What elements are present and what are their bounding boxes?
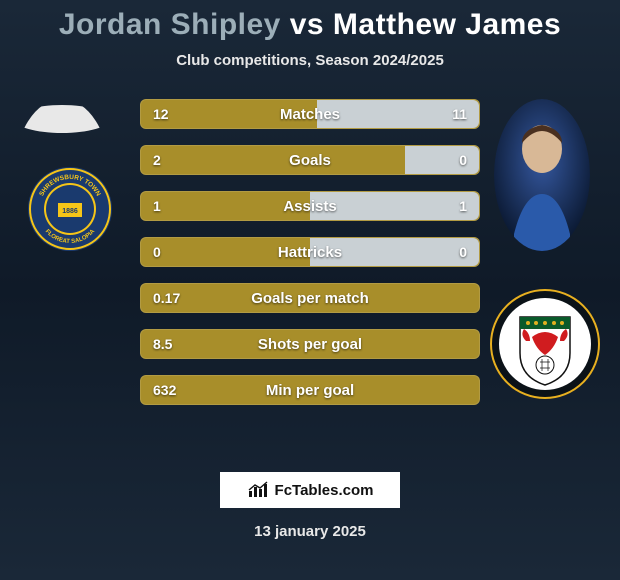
- player1-name: Jordan Shipley: [59, 8, 281, 41]
- date: 13 january 2025: [0, 523, 620, 540]
- stat-value-right: 0: [459, 238, 467, 266]
- stat-row: 0Hattricks0: [140, 237, 480, 267]
- stat-row: 2Goals0: [140, 145, 480, 175]
- stat-label: Assists: [141, 192, 479, 220]
- stat-label: Matches: [141, 100, 479, 128]
- stat-label: Min per goal: [141, 376, 479, 404]
- chart-icon: [247, 481, 269, 499]
- watermark-text: FcTables.com: [275, 482, 374, 499]
- vs-text: vs: [281, 8, 333, 41]
- stat-label: Shots per goal: [141, 330, 479, 358]
- stat-bars: 12Matches112Goals01Assists10Hattricks00.…: [140, 99, 480, 421]
- stat-row: 12Matches11: [140, 99, 480, 129]
- comparison-card: Jordan Shipley vs Matthew James Club com…: [0, 0, 620, 580]
- stat-row: 8.5Shots per goal: [140, 329, 480, 359]
- content-area: 1886 SHREWSBURY TOWN FLOREAT SALOPIA: [0, 99, 620, 429]
- player2-club-badge: [490, 289, 600, 399]
- stat-value-right: 11: [452, 100, 467, 128]
- player2-name: Matthew James: [333, 8, 561, 41]
- player1-club-badge: 1886 SHREWSBURY TOWN FLOREAT SALOPIA: [20, 159, 120, 259]
- watermark: FcTables.com: [220, 472, 400, 508]
- subtitle: Club competitions, Season 2024/2025: [0, 52, 620, 69]
- stat-row: 632Min per goal: [140, 375, 480, 405]
- svg-text:1886: 1886: [62, 208, 78, 215]
- stat-value-right: 0: [459, 146, 467, 174]
- stat-value-right: 1: [459, 192, 467, 220]
- page-title: Jordan Shipley vs Matthew James: [0, 8, 620, 42]
- stat-label: Goals: [141, 146, 479, 174]
- player2-photo: [494, 99, 590, 251]
- stat-label: Goals per match: [141, 284, 479, 312]
- stat-row: 1Assists1: [140, 191, 480, 221]
- stat-label: Hattricks: [141, 238, 479, 266]
- stat-row: 0.17Goals per match: [140, 283, 480, 313]
